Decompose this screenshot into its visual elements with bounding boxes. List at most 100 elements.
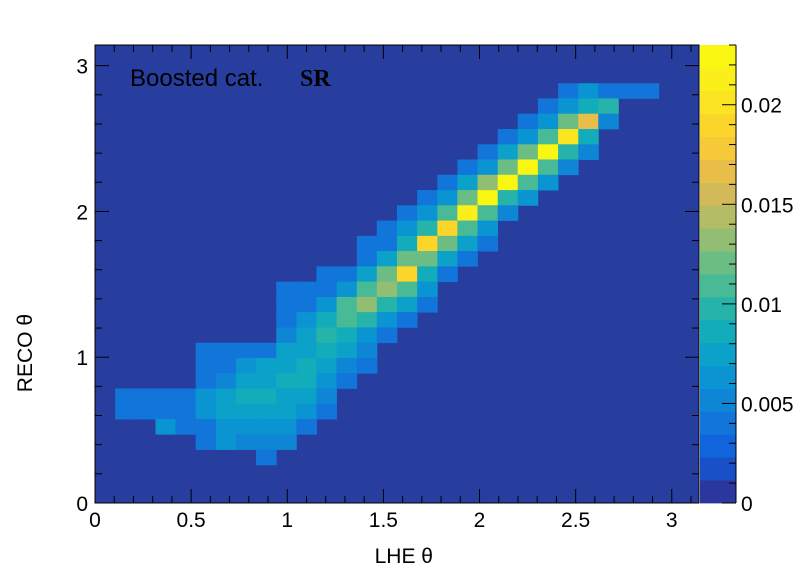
x-tick-label: 3 [666,509,678,532]
heatmap-cell [196,434,217,450]
colorbar-band [700,251,736,274]
colorbar-band [700,480,736,503]
heatmap-cell [276,327,297,343]
heatmap-cell [498,205,519,221]
heatmap-cell [498,175,519,191]
heatmap-cell [478,205,499,221]
heatmap-cell [337,297,358,313]
heatmap-cell [155,389,176,405]
heatmap-cell [498,190,519,206]
heatmap-cell [135,389,156,405]
heatmap-cell [316,297,337,313]
heatmap-cell [478,144,499,160]
x-tick-label: 0 [89,509,101,532]
heatmap-cell [276,389,297,405]
heatmap-cell [397,205,418,221]
heatmap-cell [377,221,398,237]
heatmap-cell [457,251,478,267]
heatmap-cell [236,358,257,374]
colorbar-tick-label: 0 [741,493,753,516]
heatmap-cell [216,404,237,420]
heatmap-cell [437,190,458,206]
heatmap-cell [397,251,418,267]
heatmap-cell [538,98,559,114]
heatmap-cell [296,343,317,359]
heatmap-cell [478,175,499,191]
heatmap-cell [498,144,519,160]
heatmap-cell [256,404,277,420]
heatmap-cell [236,343,257,359]
heatmap-cell [236,404,257,420]
colorbar-band [700,228,736,251]
heatmap-cell [377,327,398,343]
heatmap-cell [538,175,559,191]
heatmap-cell [115,404,136,420]
heatmap-cell [236,434,257,450]
colorbar-band [700,434,736,457]
heatmap-cell [196,404,217,420]
heatmap-cell [518,175,539,191]
heatmap-cell [337,343,358,359]
heatmap-cell [276,312,297,328]
heatmap-cell [276,404,297,420]
heatmap-cell [196,389,217,405]
heatmap-cell [357,282,378,298]
heatmap-cell [357,312,378,328]
colorbar-band [700,68,736,91]
colorbar-band [700,457,736,480]
heatmap-cell [598,114,619,130]
x-axis-title: LHE θ [375,545,433,568]
heatmap-cell [397,282,418,298]
heatmap-cell [538,144,559,160]
heatmap-cell [457,190,478,206]
heatmap-cell [296,373,317,389]
heatmap-cell [316,373,337,389]
colorbar-band [700,366,736,389]
heatmap-cell [397,266,418,282]
heatmap-cell [558,159,579,175]
y-tick-label: 3 [76,56,88,79]
heatmap-cell [417,236,438,252]
heatmap-cell [357,327,378,343]
heatmap-cell [175,389,196,405]
heatmap-cell [357,236,378,252]
heatmap-cell [357,358,378,374]
heatmap-cell [518,159,539,175]
heatmap-cell [296,327,317,343]
x-tick-label: 1.5 [369,509,398,532]
heatmap-cell [276,419,297,435]
heatmap-cell [417,282,438,298]
colorbar-band [700,343,736,366]
heatmap-cell [115,389,136,405]
heatmap-cell [155,419,176,435]
x-tick-label: 0.5 [177,509,206,532]
heatmap-cell [558,144,579,160]
heatmap-cell [377,282,398,298]
heatmap-cell [276,343,297,359]
heatmap-cell [337,327,358,343]
heatmap-cell [618,83,639,99]
colorbar-band [700,274,736,297]
heatmap-cell [639,83,660,99]
heatmap-cell [196,343,217,359]
colorbar-band [700,182,736,205]
colorbar-band [700,160,736,183]
heatmap-cell [196,373,217,389]
heatmap-cell [316,404,337,420]
heatmap-cell [518,114,539,130]
heatmap-cell [377,251,398,267]
heatmap-cell [175,404,196,420]
heatmap-cell [256,358,277,374]
heatmap-cell [175,419,196,435]
heatmap-cell [337,282,358,298]
heatmap-cell [558,114,579,130]
heatmap-cell [276,297,297,313]
heatmap-cell [316,327,337,343]
heatmap-cell [578,129,599,145]
heatmap-cell [216,358,237,374]
x-tick-label: 2 [474,509,486,532]
colorbar-tick-label: 0.02 [741,95,782,118]
heatmap-cell [377,297,398,313]
colorbar-tick-label: 0.01 [741,294,782,317]
